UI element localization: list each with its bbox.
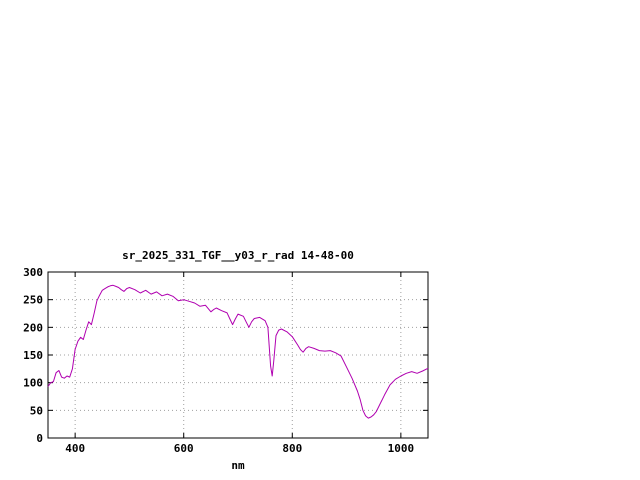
y-tick-label: 250: [23, 294, 43, 307]
x-tick-label: 600: [174, 442, 194, 455]
y-tick-label: 300: [23, 266, 43, 279]
y-tick-label: 100: [23, 377, 43, 390]
chart-title: sr_2025_331_TGF__y03_r_rad 14-48-00: [122, 249, 354, 262]
x-tick-label: 400: [65, 442, 85, 455]
x-axis-label: nm: [231, 459, 245, 472]
y-tick-label: 50: [30, 404, 43, 417]
y-tick-label: 150: [23, 349, 43, 362]
x-tick-label: 1000: [388, 442, 415, 455]
x-tick-label: 800: [282, 442, 302, 455]
y-tick-label: 0: [36, 432, 43, 445]
y-tick-label: 200: [23, 321, 43, 334]
spectrum-line: [47, 284, 429, 419]
